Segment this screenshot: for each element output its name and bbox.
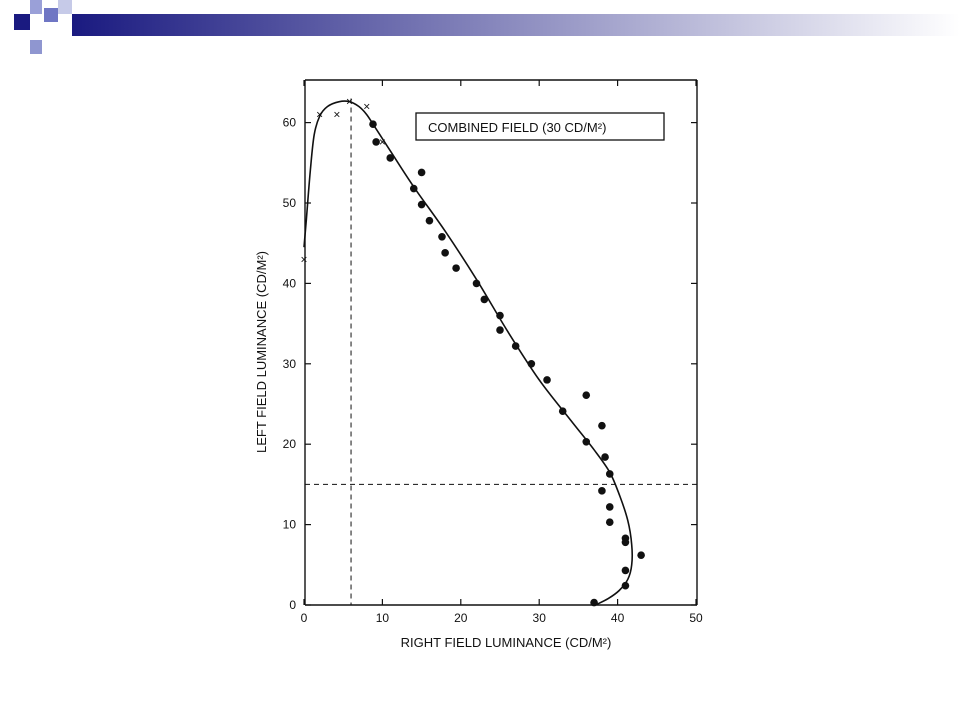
- data-point-dot: [496, 311, 504, 320]
- data-point-dot: [621, 581, 630, 590]
- x-tick-label: 40: [611, 611, 625, 625]
- y-tick-label: 0: [289, 598, 296, 612]
- data-point-dot: [605, 518, 614, 526]
- data-point-dot: [621, 566, 630, 575]
- data-point-dot: [496, 326, 504, 334]
- data-point-dot: [417, 200, 426, 209]
- data-point-x: ×: [300, 252, 307, 266]
- data-point-dot: [441, 249, 449, 257]
- x-axis-label: RIGHT FIELD LUMINANCE (CD/M²): [401, 635, 612, 650]
- data-point-dot: [438, 232, 446, 241]
- header-square-dark: [14, 14, 30, 30]
- data-point-dot: [527, 360, 536, 368]
- x-tick-label: 0: [301, 611, 308, 625]
- data-point-dot: [511, 342, 520, 350]
- slide-header: [0, 0, 960, 60]
- chart-legend: COMBINED FIELD (30 CD/M²): [415, 112, 665, 141]
- header-square-lower: [30, 40, 42, 54]
- y-axis-label: LEFT FIELD LUMINANCE (CD/M²): [254, 251, 269, 453]
- data-point-dot: [582, 437, 591, 446]
- data-point-dot: [369, 120, 377, 129]
- header-square-pale: [58, 0, 72, 14]
- data-point-dot: [386, 154, 395, 162]
- header-square-light: [30, 0, 42, 14]
- data-point-x: ×: [379, 135, 386, 149]
- data-point-x: ×: [346, 95, 353, 109]
- fit-curve: [303, 100, 634, 606]
- data-point-dot: [590, 598, 598, 607]
- header-square-mid: [44, 8, 58, 22]
- y-tick-label: 50: [283, 196, 297, 210]
- data-point-dot: [417, 168, 426, 177]
- data-point-dot: [621, 538, 630, 547]
- data-point-dot: [558, 407, 567, 416]
- y-tick-label: 30: [283, 357, 297, 371]
- data-point-dot: [472, 279, 481, 288]
- y-tick-label: 60: [283, 116, 297, 130]
- data-point-x: ×: [333, 108, 340, 122]
- y-tick-label: 20: [283, 437, 297, 451]
- data-point-dot: [452, 264, 460, 272]
- x-tick-label: 20: [454, 611, 468, 625]
- data-point-dot: [601, 453, 609, 461]
- data-point-dot: [425, 216, 434, 225]
- data-point-dot: [480, 295, 489, 304]
- reference-lines: [305, 98, 697, 605]
- header-gradient-bar: [72, 14, 960, 36]
- legend-text: COMBINED FIELD (30 CD/M²): [428, 120, 606, 135]
- data-point-dot: [637, 551, 645, 559]
- data-point-dot: [582, 391, 591, 399]
- y-tick-label: 10: [283, 518, 297, 532]
- axis-ticks: 0 10 20 30 40 50 0 10 20 30 40 50 60: [283, 80, 703, 625]
- x-tick-label: 10: [376, 611, 390, 625]
- data-point-dot: [605, 470, 614, 478]
- plot-frame: [304, 79, 698, 606]
- x-tick-label: 30: [533, 611, 547, 625]
- data-points: × × × × × ×: [300, 95, 645, 607]
- data-point-dot: [598, 421, 606, 430]
- data-point-dot: [409, 184, 418, 193]
- data-point-x: ×: [316, 108, 323, 122]
- data-point-dot: [605, 503, 614, 511]
- y-tick-label: 40: [283, 276, 297, 290]
- data-point-dot: [372, 138, 380, 146]
- data-point-x: ×: [363, 100, 370, 114]
- x-tick-label: 50: [689, 611, 703, 625]
- data-point-dot: [543, 376, 551, 384]
- data-point-dot: [598, 487, 606, 495]
